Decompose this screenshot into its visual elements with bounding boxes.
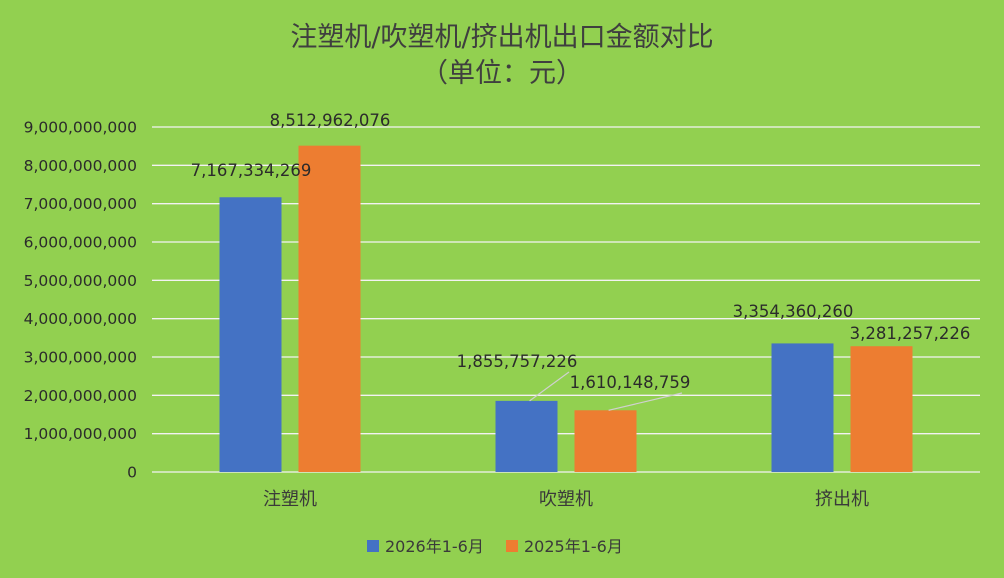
category-label: 挤出机 xyxy=(815,489,869,510)
chart-title: 注塑机/吹塑机/挤出机出口金额对比 xyxy=(290,22,713,53)
bar-2026-0 xyxy=(219,197,282,472)
data-label: 3,281,257,226 xyxy=(850,324,971,343)
leader-line xyxy=(529,371,570,402)
legend: 2026年1-6月 2025年1-6月 xyxy=(367,537,623,556)
chart-subtitle: （单位：元） xyxy=(421,58,583,89)
y-tick-label: 4,000,000,000 xyxy=(24,310,137,328)
data-label-leader-lines xyxy=(529,371,683,411)
bar-2026-1 xyxy=(495,400,558,472)
y-tick-label: 2,000,000,000 xyxy=(24,387,137,405)
x-axis-category-labels: 注塑机 吹塑机 挤出机 xyxy=(263,489,869,510)
data-label: 1,855,757,226 xyxy=(457,352,578,371)
bar-2025-0 xyxy=(298,145,361,472)
y-tick-label: 0 xyxy=(127,464,137,482)
data-label: 3,354,360,260 xyxy=(733,302,854,321)
data-label: 1,610,148,759 xyxy=(570,373,691,392)
y-tick-label: 7,000,000,000 xyxy=(24,195,137,213)
y-tick-label: 6,000,000,000 xyxy=(24,234,137,252)
category-label: 吹塑机 xyxy=(539,489,593,510)
bars xyxy=(219,145,913,472)
y-tick-label: 1,000,000,000 xyxy=(24,425,137,443)
y-tick-label: 8,000,000,000 xyxy=(24,157,137,175)
y-tick-label: 5,000,000,000 xyxy=(24,272,137,290)
leader-line xyxy=(608,392,683,411)
legend-label: 2025年1-6月 xyxy=(524,537,623,556)
y-tick-label: 9,000,000,000 xyxy=(24,119,137,137)
y-tick-label: 3,000,000,000 xyxy=(24,349,137,367)
data-labels: 7,167,334,269 8,512,962,076 1,855,757,226 1… xyxy=(191,111,971,392)
bar-2026-2 xyxy=(771,343,834,472)
y-axis-tick-labels: 0 1,000,000,000 2,000,000,000 3,000,000,000… xyxy=(24,119,137,482)
category-label: 注塑机 xyxy=(263,489,317,510)
legend-swatch xyxy=(367,540,379,552)
data-label: 8,512,962,076 xyxy=(270,111,391,130)
gridlines xyxy=(152,126,980,473)
legend-swatch xyxy=(506,540,518,552)
bar-2025-2 xyxy=(850,346,913,472)
data-label: 7,167,334,269 xyxy=(191,161,312,180)
bar-2025-1 xyxy=(574,410,637,472)
legend-label: 2026年1-6月 xyxy=(385,537,484,556)
